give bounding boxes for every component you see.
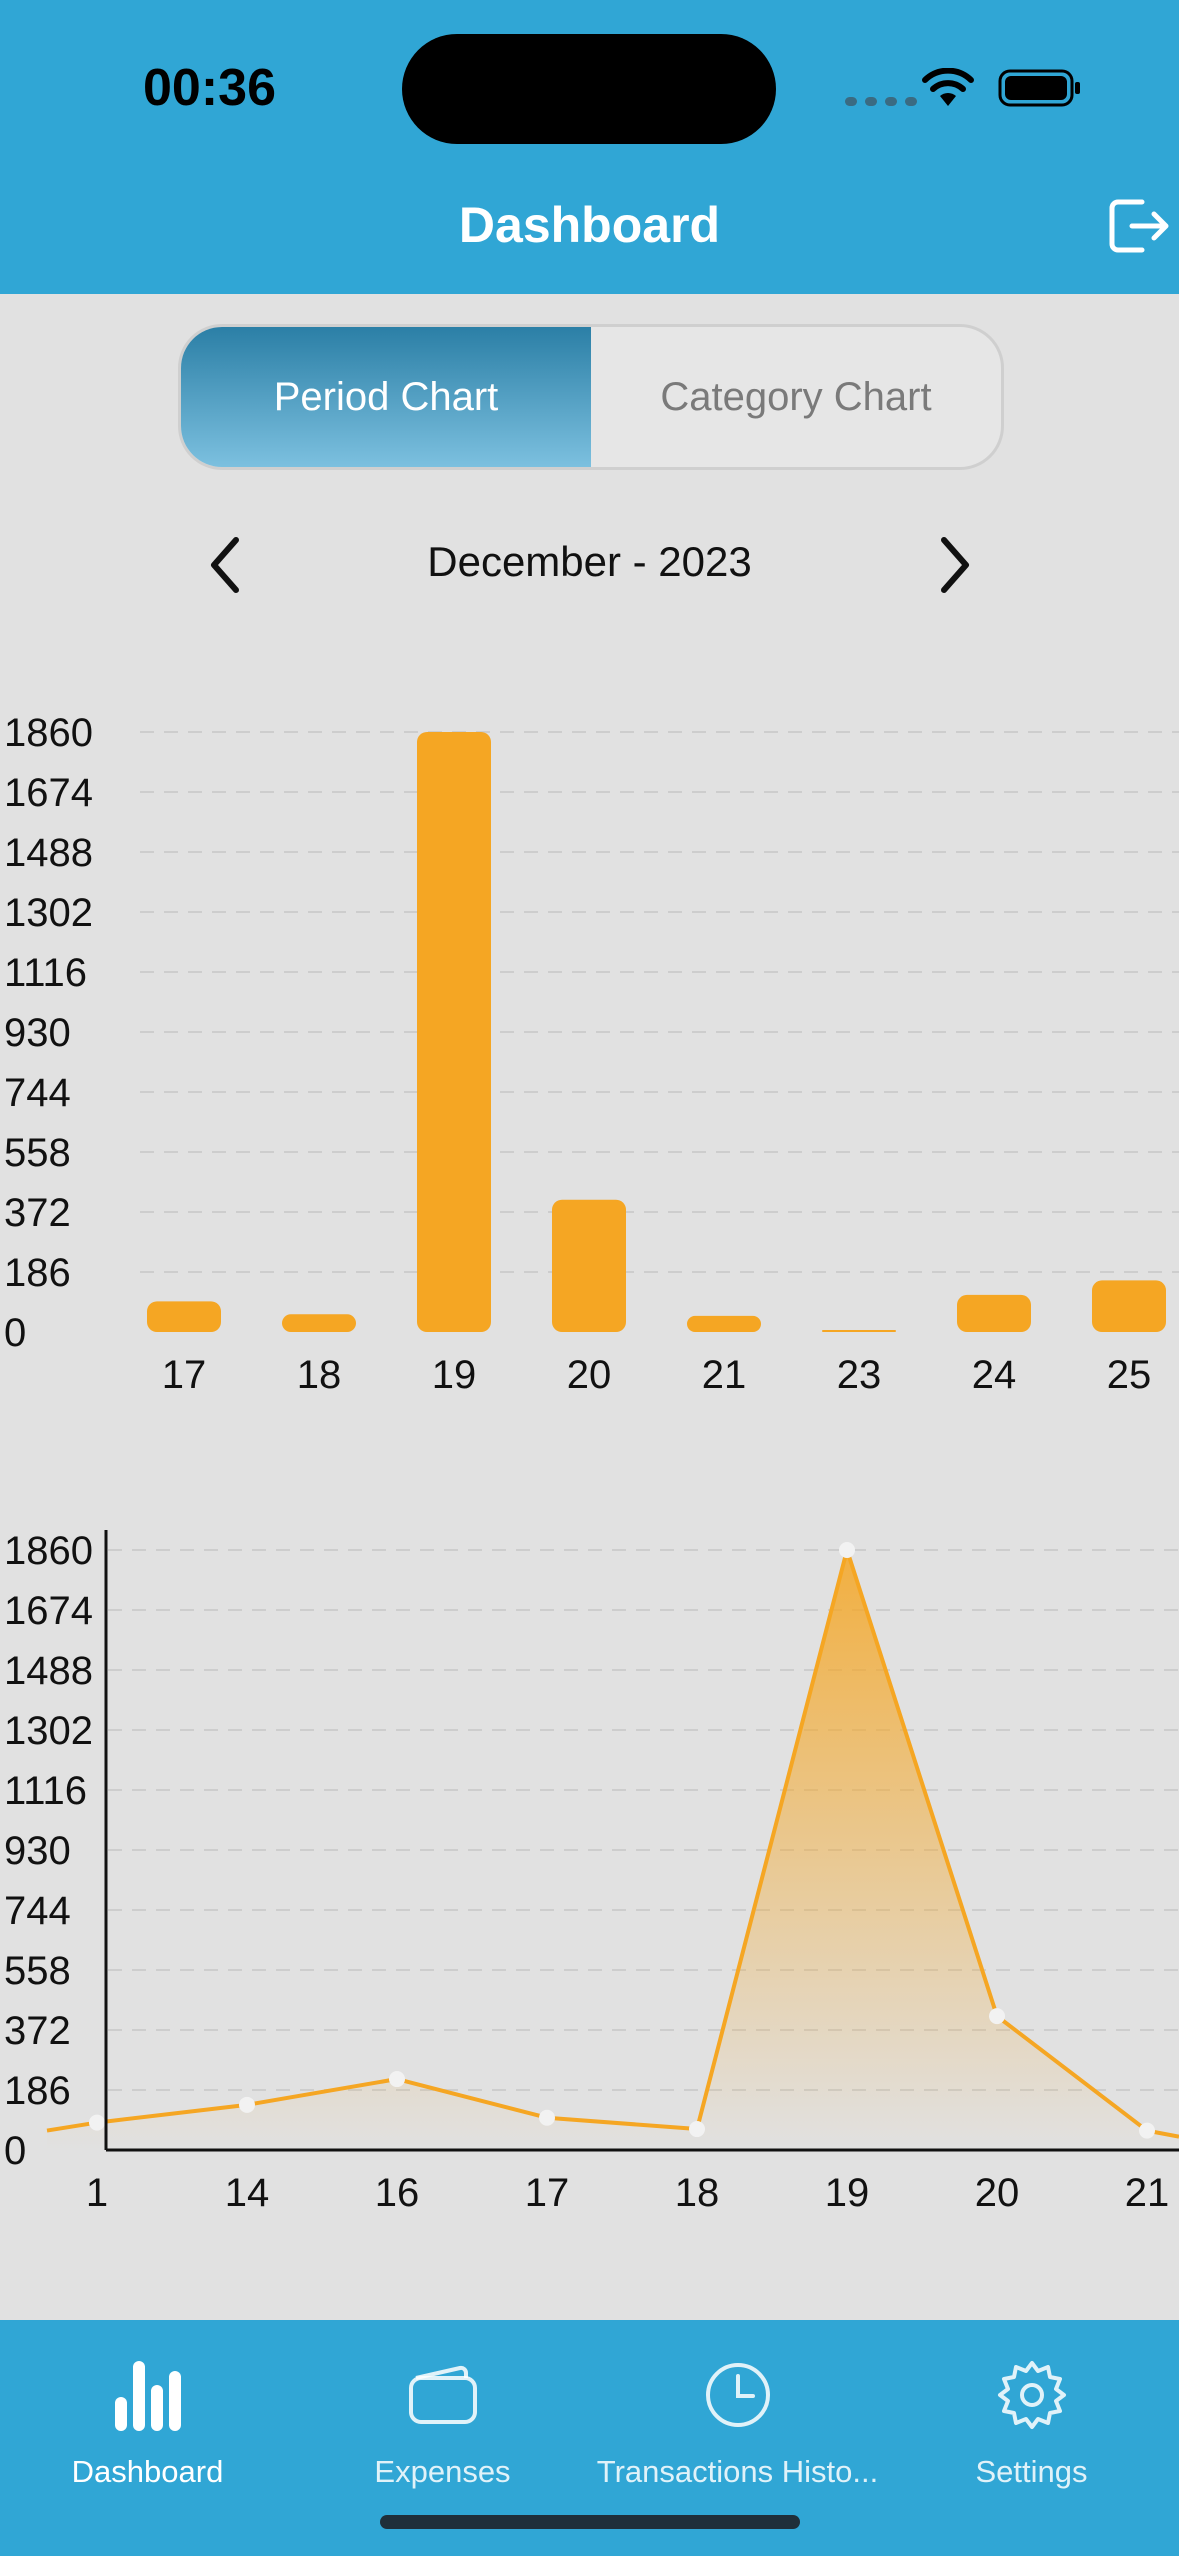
x-tick-label: 14 (225, 2171, 270, 2215)
tab-label: Settings (975, 2454, 1088, 2489)
data-point-21 (1139, 2122, 1155, 2139)
y-tick-label: 1488 (4, 831, 93, 875)
page-title: Dashboard (458, 197, 721, 253)
y-tick-label: 1674 (4, 771, 93, 815)
y-tick-label: 1116 (4, 1769, 87, 1813)
chevron-right-icon[interactable] (930, 530, 980, 600)
bar-18 (282, 1314, 356, 1332)
y-tick-label: 744 (4, 1071, 71, 1115)
bar-chart-icon (114, 2361, 181, 2431)
logout-icon[interactable] (1108, 196, 1172, 256)
y-tick-label: 1116 (4, 951, 87, 995)
x-tick-label: 20 (975, 2171, 1020, 2215)
status-time: 00:36 (143, 59, 276, 117)
bar-19 (417, 732, 491, 1332)
tab-settings[interactable]: Settings (884, 2340, 1179, 2490)
y-tick-label: 1674 (4, 1589, 93, 1633)
signal-icon (845, 97, 917, 106)
bar-21 (687, 1315, 761, 1332)
tab-label: Expenses (374, 2454, 511, 2489)
bar-chart: 0 186 372 558 744 930 1116 1302 1488 1674 1860 17 18… (0, 690, 1179, 1420)
chevron-left-icon[interactable] (200, 530, 250, 600)
tab-label: Dashboard (71, 2454, 224, 2489)
x-tick-label: 25 (1107, 1353, 1152, 1397)
x-tick-label: 20 (567, 1353, 612, 1397)
wallet-icon (408, 2365, 477, 2424)
y-tick-label: 1302 (4, 891, 93, 935)
camera-notch (402, 34, 776, 144)
x-tick-label: 19 (432, 1353, 477, 1397)
bar-20 (552, 1199, 626, 1332)
chart-type-segmented-control: Period Chart Category Chart (178, 324, 1004, 470)
bar-23 (822, 1330, 896, 1332)
x-tick-label: 19 (825, 2171, 870, 2215)
x-tick-label: 18 (675, 2171, 720, 2215)
clock-icon (705, 2363, 770, 2427)
x-tick-label: 17 (525, 2171, 570, 2215)
tab-expenses[interactable]: Expenses (295, 2340, 590, 2490)
month-label: December - 2023 (427, 538, 752, 585)
y-tick-label: 930 (4, 1011, 71, 1055)
x-tick-label: 18 (297, 1353, 342, 1397)
data-point-14 (239, 2096, 255, 2113)
data-point-18 (689, 2121, 705, 2138)
y-tick-label: 930 (4, 1829, 71, 1873)
x-tick-label: 17 (162, 1353, 207, 1397)
header-bar: 00:36 Dashboard (0, 0, 1179, 294)
tab-period-chart[interactable]: Period Chart (181, 327, 591, 467)
x-tick-label: 23 (837, 1353, 882, 1397)
y-tick-label: 372 (4, 2009, 71, 2053)
gear-icon (997, 2361, 1066, 2429)
x-tick-label: 1 (86, 2171, 108, 2215)
bar-24 (957, 1294, 1031, 1332)
area-fill (47, 1550, 1179, 2150)
x-tick-label: 16 (375, 2171, 420, 2215)
data-point-19 (839, 1542, 855, 1558)
y-tick-label: 186 (4, 1251, 71, 1295)
y-tick-label: 558 (4, 1131, 71, 1175)
wifi-icon (922, 68, 974, 106)
month-navigator: December - 2023 (0, 530, 1179, 600)
data-point-1 (89, 2114, 105, 2131)
battery-icon (998, 69, 1080, 107)
bar-25 (1092, 1280, 1166, 1332)
series-line (46, 1548, 1179, 2139)
y-tick-label: 558 (4, 1949, 71, 1993)
tab-category-chart[interactable]: Category Chart (660, 374, 932, 419)
data-point-16 (389, 2071, 405, 2088)
x-tick-label: 24 (972, 1353, 1017, 1397)
y-tick-label: 1860 (4, 1529, 93, 1573)
area-chart: 0 186 372 558 744 930 1116 1302 1488 1674 1860 1 14 1… (0, 1510, 1179, 2240)
y-tick-label: 0 (4, 1311, 26, 1355)
y-tick-label: 1860 (4, 711, 93, 755)
tab-dashboard[interactable]: Dashboard (0, 2340, 295, 2490)
data-point-17 (539, 2109, 555, 2126)
y-tick-label: 744 (4, 1889, 71, 1933)
y-tick-label: 1488 (4, 1649, 93, 1693)
tab-label: Transactions Histo... (596, 2454, 879, 2489)
tab-transactions-history[interactable]: Transactions Histo... (590, 2340, 885, 2490)
y-tick-label: 1302 (4, 1709, 93, 1753)
bar-17 (147, 1301, 221, 1332)
x-tick-label: 21 (702, 1353, 747, 1397)
y-tick-label: 186 (4, 2069, 71, 2113)
home-indicator (380, 2515, 800, 2529)
data-point-20 (989, 2008, 1005, 2025)
y-tick-label: 372 (4, 1191, 71, 1235)
y-tick-label: 0 (4, 2129, 26, 2173)
x-tick-label: 21 (1125, 2171, 1170, 2215)
